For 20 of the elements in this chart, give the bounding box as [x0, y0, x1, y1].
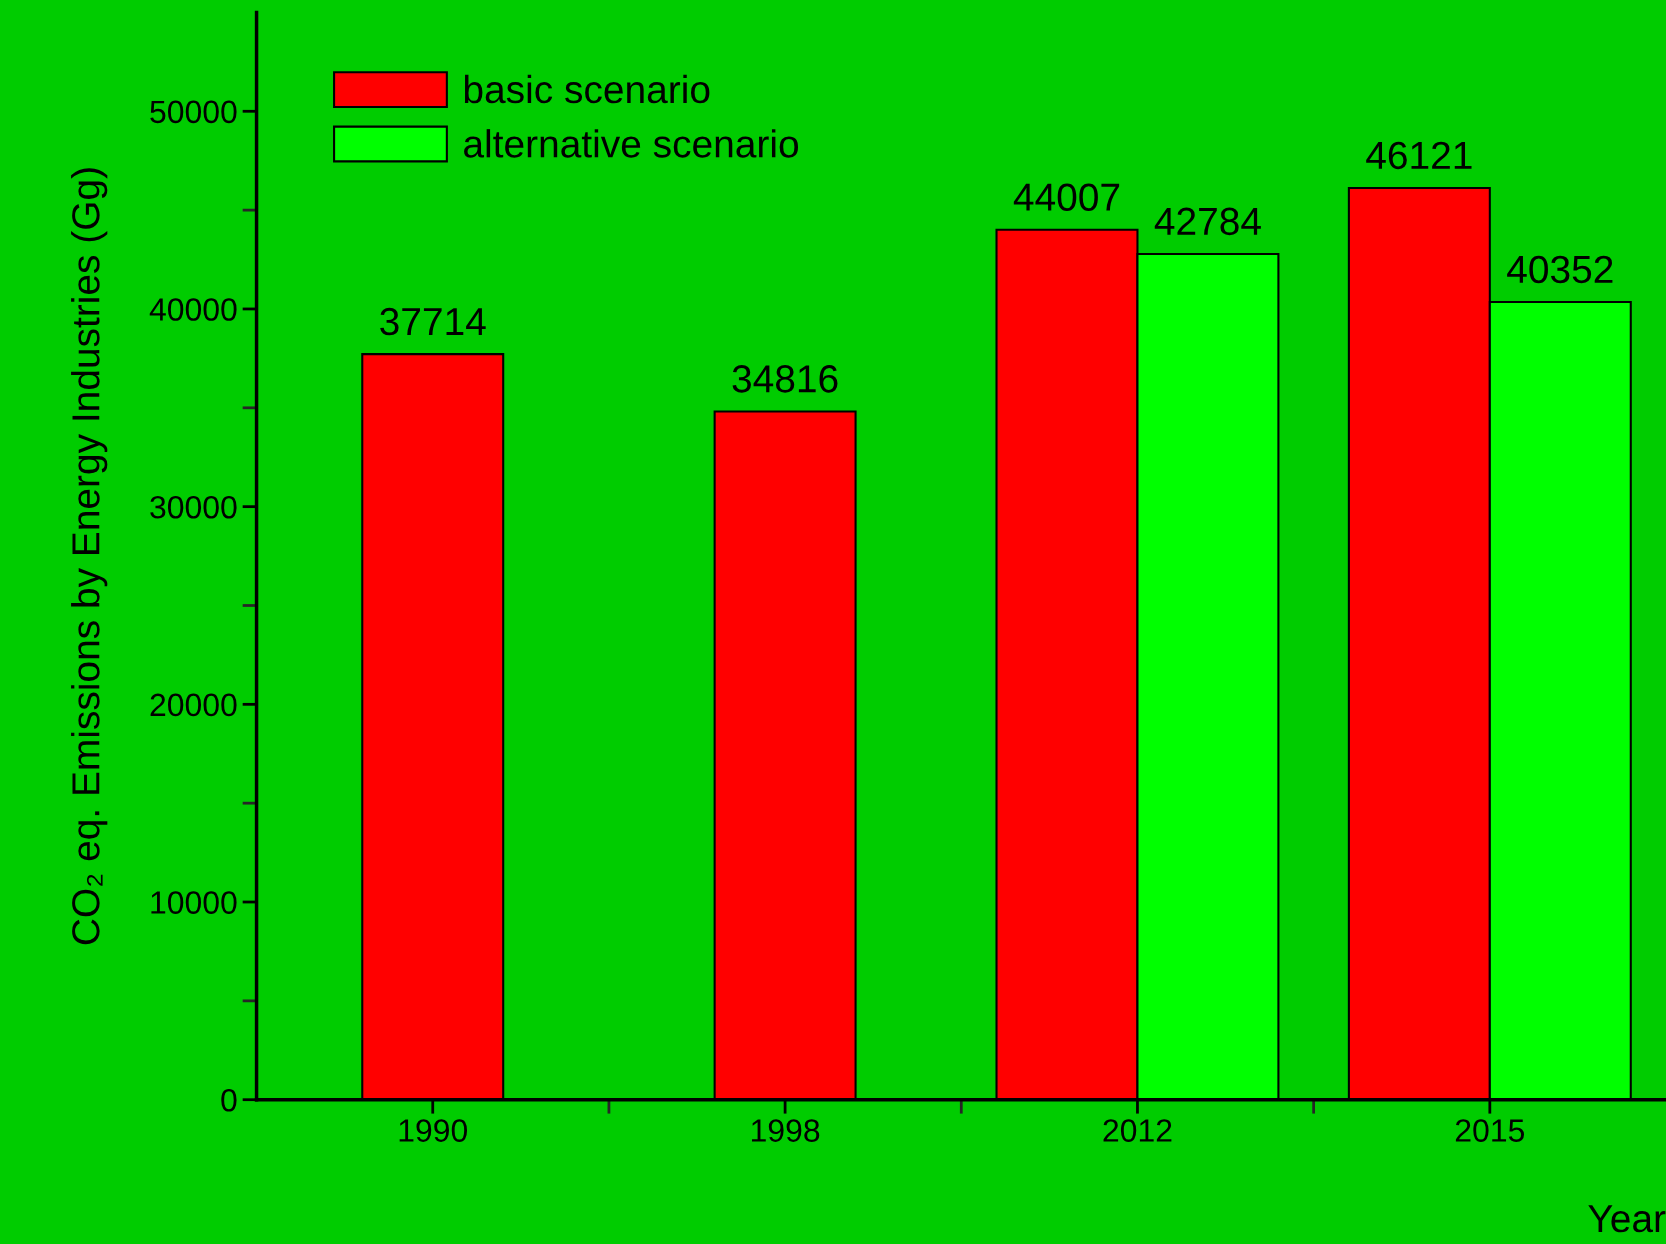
- y-axis-title: CO₂ eq. Emissions by Energy Industries (Gg): [71, 168, 108, 945]
- x-tick-label: 2015: [1455, 1119, 1525, 1142]
- data-label: 44007: [1013, 183, 1120, 211]
- legend-label: alternative scenario: [464, 129, 799, 158]
- x-tick-label: 1998: [752, 1119, 820, 1142]
- y-tick-label: 20000: [150, 693, 237, 717]
- x-tick-label: 1990: [399, 1119, 468, 1142]
- x-axis-title: Year: [1588, 1205, 1666, 1233]
- y-tick-label: 40000: [149, 298, 237, 321]
- data-label: 46121: [1366, 141, 1472, 170]
- data-label: 40352: [1507, 255, 1613, 284]
- y-tick-label: 10000: [151, 891, 237, 914]
- legend-label: basic scenario: [464, 74, 710, 104]
- y-tick-label: 0: [221, 1088, 237, 1112]
- x-tick-label: 2012: [1103, 1119, 1172, 1142]
- data-label: 34816: [732, 365, 838, 393]
- data-label: 37714: [380, 307, 486, 336]
- data-label: 42784: [1154, 207, 1261, 236]
- y-tick-label: 30000: [150, 495, 237, 519]
- y-tick-label: 50000: [150, 100, 237, 124]
